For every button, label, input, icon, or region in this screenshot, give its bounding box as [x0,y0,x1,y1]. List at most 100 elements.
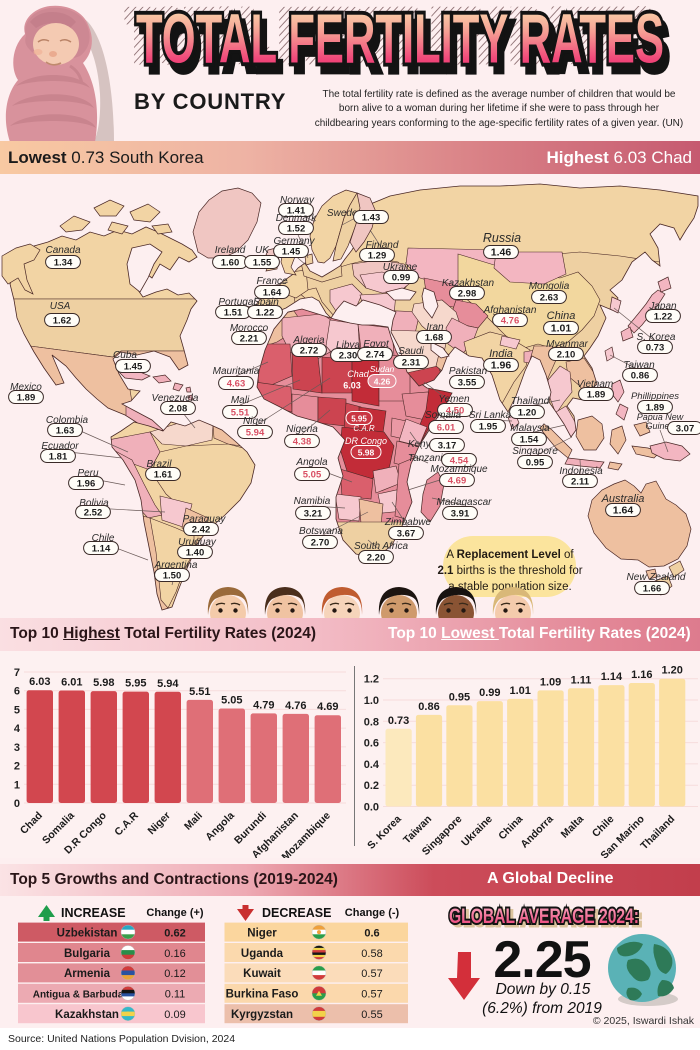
svg-text:1.01: 1.01 [551,323,572,335]
svg-text:Iran: Iran [426,322,444,333]
svg-text:2.72: 2.72 [300,346,319,357]
svg-text:Saudi: Saudi [398,346,424,357]
svg-text:5.98: 5.98 [93,677,114,689]
svg-text:1.45: 1.45 [124,362,143,373]
svg-text:0.99: 0.99 [479,687,500,699]
svg-text:1.52: 1.52 [287,224,306,235]
svg-text:Canada: Canada [45,245,80,256]
svg-text:1.66: 1.66 [643,584,662,595]
svg-text:New Zealand: New Zealand [627,572,686,583]
svg-text:7: 7 [14,667,20,679]
svg-text:1.46: 1.46 [491,247,512,259]
svg-text:1.50: 1.50 [163,571,182,582]
svg-text:Singapore: Singapore [512,446,558,457]
svg-text:Change (-): Change (-) [345,907,400,919]
svg-text:Mexico: Mexico [10,382,42,393]
svg-text:Niger: Niger [243,416,268,427]
svg-text:1.20: 1.20 [518,408,537,419]
svg-text:1.40: 1.40 [186,548,205,559]
svg-text:Russia: Russia [483,231,521,245]
svg-text:TOTAL FERTILITY RATES: TOTAL FERTILITY RATES [136,6,664,78]
svg-text:0.86: 0.86 [418,701,439,713]
svg-text:1.54: 1.54 [520,435,539,446]
svg-text:6.03: 6.03 [343,381,361,391]
svg-text:6.03: 6.03 [29,676,50,688]
svg-text:4.54: 4.54 [450,456,469,467]
svg-text:GLOBAL AVERAGE 2024:: GLOBAL AVERAGE 2024: [452,908,642,931]
svg-text:1.89: 1.89 [646,403,665,414]
svg-text:4.38: 4.38 [293,437,312,448]
svg-text:Kazakhstan: Kazakhstan [55,1009,119,1021]
svg-text:1.29: 1.29 [368,251,387,262]
svg-text:1.81: 1.81 [49,452,68,463]
svg-text:Armenia: Armenia [64,968,111,980]
svg-text:Pakistan: Pakistan [449,366,488,377]
svg-text:6.01: 6.01 [437,423,456,434]
svg-text:2: 2 [14,761,20,773]
svg-text:Burkina Faso: Burkina Faso [226,989,299,1001]
svg-text:Ukraine: Ukraine [459,813,495,849]
svg-text:1.64: 1.64 [613,505,634,517]
svg-text:Afghanistan: Afghanistan [483,305,537,316]
svg-text:Chile: Chile [590,813,617,840]
svg-text:6.01: 6.01 [61,677,82,689]
svg-text:Germany: Germany [273,236,315,247]
svg-text:2.98: 2.98 [458,289,477,300]
svg-text:1.0: 1.0 [364,695,379,707]
svg-text:Egypt: Egypt [363,339,390,350]
svg-text:TOTAL FERTILITY RATES: TOTAL FERTILITY RATES [141,8,669,82]
svg-text:5.51: 5.51 [189,686,210,698]
svg-text:1.2: 1.2 [364,674,379,686]
svg-text:4.79: 4.79 [253,699,274,711]
svg-text:0.09: 0.09 [164,1009,185,1021]
svg-text:Portugal: Portugal [218,297,256,308]
svg-text:5.94: 5.94 [157,678,179,690]
svg-text:5.94: 5.94 [246,428,265,439]
svg-text:Peru: Peru [77,468,99,479]
svg-text:Mozambique: Mozambique [430,464,488,475]
svg-text:Brazil: Brazil [146,459,172,470]
svg-text:1.16: 1.16 [631,669,652,681]
svg-text:2.42: 2.42 [192,525,211,536]
svg-text:5.05: 5.05 [221,695,242,707]
svg-text:1.20: 1.20 [661,665,682,677]
svg-text:Mali: Mali [182,810,205,833]
svg-text:4.69: 4.69 [317,701,338,713]
svg-text:2.20: 2.20 [367,553,386,564]
svg-text:1.51: 1.51 [224,308,243,319]
svg-text:DR Congo: DR Congo [345,436,387,446]
svg-text:3.91: 3.91 [451,509,470,520]
svg-text:1.68: 1.68 [425,333,444,344]
svg-text:1.22: 1.22 [654,312,673,323]
svg-text:5.51: 5.51 [231,408,250,419]
svg-text:0.16: 0.16 [164,948,185,960]
svg-text:0.6: 0.6 [364,927,379,939]
svg-text:0.86: 0.86 [631,371,650,382]
svg-text:Myanmar: Myanmar [546,339,588,350]
svg-text:3.17: 3.17 [438,441,457,452]
svg-text:0.58: 0.58 [361,948,382,960]
svg-text:1: 1 [14,779,20,791]
svg-text:Uruguay: Uruguay [178,537,217,548]
svg-text:3.55: 3.55 [458,378,477,389]
svg-text:Papua New: Papua New [637,412,684,422]
svg-text:3.07: 3.07 [676,424,695,435]
svg-text:Chile: Chile [92,533,115,544]
svg-text:Chad: Chad [18,810,45,837]
svg-text:0.2: 0.2 [364,780,379,792]
svg-text:TOTAL FERTILITY RATES: TOTAL FERTILITY RATES [127,6,655,75]
svg-text:1.01: 1.01 [509,685,530,697]
svg-text:2.11: 2.11 [571,477,590,488]
svg-text:1.96: 1.96 [77,479,96,490]
svg-text:0.95: 0.95 [449,691,470,703]
svg-text:2.74: 2.74 [366,350,385,361]
svg-text:Paraguay: Paraguay [183,514,227,525]
svg-text:(6.2%) from 2019: (6.2%) from 2019 [482,1000,602,1017]
svg-text:China: China [547,310,576,322]
svg-text:0.11: 0.11 [165,989,186,1001]
svg-text:Ecuador: Ecuador [41,441,79,452]
svg-text:5: 5 [14,704,20,716]
svg-text:5.05: 5.05 [303,470,322,481]
svg-text:0.73: 0.73 [388,715,409,727]
svg-text:INCREASE: INCREASE [61,906,126,920]
